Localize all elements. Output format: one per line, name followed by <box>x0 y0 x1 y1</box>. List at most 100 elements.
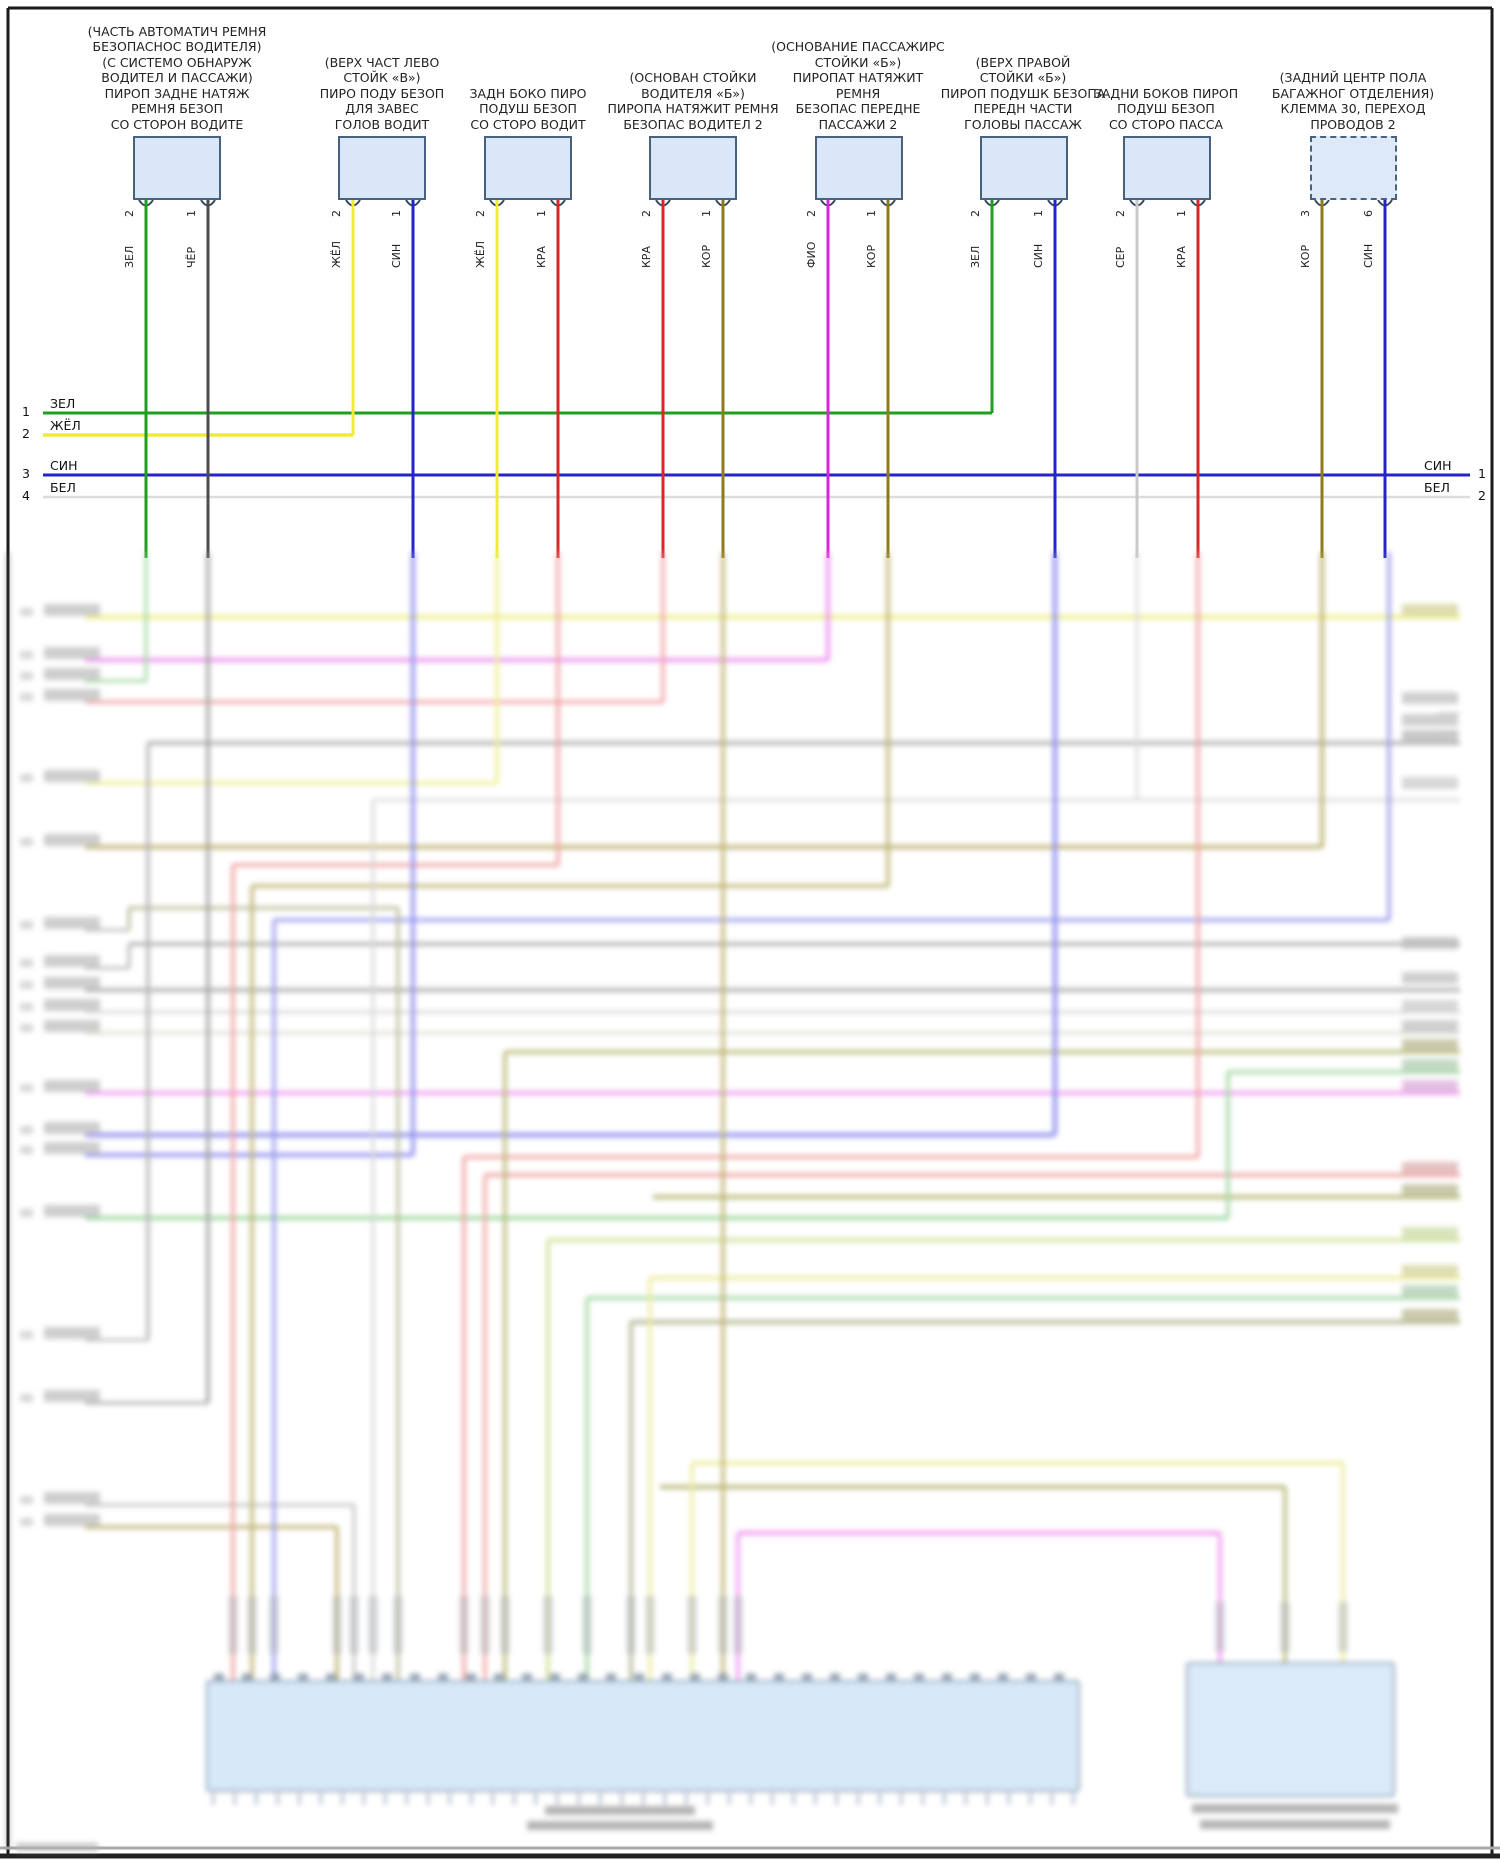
label-smudge <box>44 999 100 1011</box>
label-smudge <box>1402 692 1458 704</box>
bus-right-blue-label: СИН <box>1424 458 1452 473</box>
label-smudge <box>545 1806 695 1815</box>
connector-8-caption-text: (ЗАДНИЙ ЦЕНТР ПОЛА БАГАЖНОГ ОТДЕЛЕНИЯ) К… <box>1271 70 1435 132</box>
junction-connector-8-box <box>1310 136 1397 200</box>
label-smudge <box>20 651 33 659</box>
label-smudge <box>44 604 100 616</box>
label-smudge <box>1402 730 1458 742</box>
label-smudge <box>44 1514 100 1526</box>
connector-6-caption-text: (ВЕРХ ПРАВОЙ СТОЙКИ «Б») ПИРОП ПОДУШК БЕ… <box>940 54 1106 132</box>
label-smudge <box>44 1205 100 1217</box>
label-smudge <box>44 1327 100 1339</box>
label-smudge <box>20 1331 33 1339</box>
pyro-connector-3-box <box>484 136 572 200</box>
label-smudge <box>1402 777 1458 789</box>
label-smudge <box>1215 1602 1225 1652</box>
label-smudge <box>1402 1080 1458 1092</box>
label-smudge <box>1402 972 1458 984</box>
label-smudge <box>20 1209 33 1217</box>
label-smudge <box>20 672 33 680</box>
connector-2-caption: (ВЕРХ ЧАСТ ЛЕВО СТОЙК «В») ПИРО ПОДУ БЕЗ… <box>257 12 507 132</box>
bus-left-blue-label: СИН <box>50 458 78 473</box>
label-smudge <box>20 1024 33 1032</box>
label-smudge <box>44 977 100 989</box>
connector-4-caption-text: (ОСНОВАН СТОЙКИ ВОДИТЕЛЯ «Б») ПИРОПА НАТ… <box>607 70 779 132</box>
label-smudge <box>44 1122 100 1134</box>
label-smudge <box>1402 1265 1458 1277</box>
label-smudge <box>582 1596 592 1654</box>
label-smudge <box>44 770 100 782</box>
label-smudge <box>44 1492 100 1504</box>
label-smudge <box>20 981 33 989</box>
label-smudge <box>368 1596 378 1654</box>
bus-left-white-number: 4 <box>22 488 30 503</box>
label-smudge <box>543 1596 553 1654</box>
label-smudge <box>247 1596 257 1654</box>
label-smudge <box>269 1596 279 1654</box>
label-smudge <box>228 1596 238 1654</box>
pyro-connector-5-box <box>815 136 903 200</box>
label-smudge <box>1402 1309 1458 1321</box>
label-smudge <box>1402 1162 1458 1174</box>
label-smudge <box>1402 1227 1458 1239</box>
label-smudge <box>733 1596 743 1654</box>
pyro-connector-4-box <box>649 136 737 200</box>
bus-left-green-label: ЗЕЛ <box>50 396 76 411</box>
pyro-connector-6-box <box>980 136 1068 200</box>
pyro-connector-2-box <box>338 136 426 200</box>
label-smudge <box>16 1843 98 1851</box>
label-smudge <box>1402 1184 1458 1196</box>
label-smudge <box>44 1390 100 1402</box>
bus-right-white-label: БЕЛ <box>1424 480 1450 495</box>
label-smudge <box>44 917 100 929</box>
bus-left-yellow-number: 2 <box>22 426 30 441</box>
label-smudge <box>44 689 100 701</box>
label-smudge <box>687 1596 697 1654</box>
label-smudge <box>1280 1602 1290 1652</box>
label-smudge <box>20 1003 33 1011</box>
label-smudge <box>1402 714 1458 726</box>
label-smudge <box>349 1596 359 1654</box>
connector-7-caption: ЗАДНИ БОКОВ ПИРОП ПОДУШ БЕЗОП СО СТОРО П… <box>1041 12 1291 132</box>
label-smudge <box>20 1496 33 1504</box>
label-smudge <box>20 921 33 929</box>
pyro-connector-7-box <box>1123 136 1211 200</box>
label-smudge <box>393 1596 403 1654</box>
label-smudge <box>20 838 33 846</box>
bus-left-green-number: 1 <box>22 404 30 419</box>
label-smudge <box>20 1146 33 1154</box>
label-smudge <box>20 693 33 701</box>
main-harness-connector <box>206 1680 1080 1792</box>
bus-right-blue-number: 1 <box>1478 466 1486 481</box>
label-smudge <box>20 1126 33 1134</box>
label-smudge <box>1402 937 1458 949</box>
label-smudge <box>1402 1020 1458 1032</box>
label-smudge <box>44 1080 100 1092</box>
label-smudge <box>20 959 33 967</box>
label-smudge <box>480 1596 490 1654</box>
label-smudge <box>527 1821 713 1830</box>
label-smudge <box>718 1596 728 1654</box>
label-smudge <box>645 1596 655 1654</box>
connector-3-caption: ЗАДН БОКО ПИРО ПОДУШ БЕЗОП СО СТОРО ВОДИ… <box>403 12 653 132</box>
pyro-connector-1-box <box>133 136 221 200</box>
connector-4-caption: (ОСНОВАН СТОЙКИ ВОДИТЕЛЯ «Б») ПИРОПА НАТ… <box>568 12 818 132</box>
bus-left-white-label: БЕЛ <box>50 480 76 495</box>
connector-5-caption: (ОСНОВАНИЕ ПАССАЖИРС СТОЙКИ «Б») ПИРОПАТ… <box>733 12 983 132</box>
label-smudge <box>1402 1000 1458 1012</box>
label-smudge <box>500 1596 510 1654</box>
trunk-junction-connector <box>1186 1662 1395 1797</box>
label-smudge <box>459 1596 469 1654</box>
label-smudge <box>1338 1602 1348 1652</box>
label-smudge <box>1200 1820 1390 1829</box>
connector-5-caption-text: (ОСНОВАНИЕ ПАССАЖИРС СТОЙКИ «Б») ПИРОПАТ… <box>771 39 945 132</box>
label-smudge <box>44 955 100 967</box>
label-smudge <box>20 1518 33 1526</box>
label-smudge <box>1402 1285 1458 1297</box>
label-smudge <box>44 834 100 846</box>
label-smudge <box>20 608 33 616</box>
label-smudge <box>20 774 33 782</box>
label-smudge <box>44 1142 100 1154</box>
